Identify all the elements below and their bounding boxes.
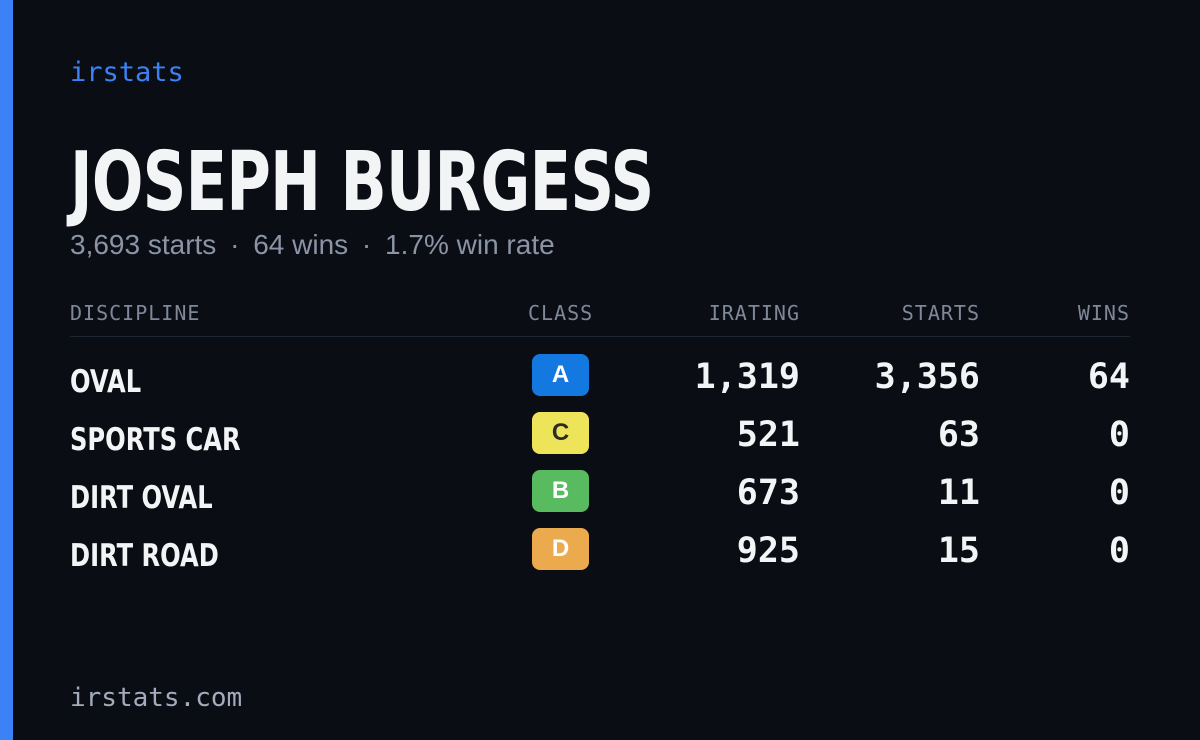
table-row: SPORTS CAR C 521 63 0: [70, 412, 1130, 470]
table-row: DIRT ROAD D 925 15 0: [70, 528, 1130, 586]
irating-value: 673: [736, 473, 800, 513]
license-class-badge: D: [532, 528, 589, 570]
starts-value: 3,356: [874, 357, 980, 397]
header-wins: WINS: [1077, 301, 1130, 325]
wins-value: 0: [1108, 531, 1130, 571]
license-class-badge: B: [532, 470, 589, 512]
table-row: OVAL A 1,319 3,356 64: [70, 354, 1130, 412]
irating-value: 1,319: [694, 357, 800, 397]
wins-value: 0: [1108, 473, 1130, 513]
header-discipline: DISCIPLINE: [70, 301, 201, 325]
career-summary: 3,693 starts · 64 wins · 1.7% win rate: [70, 228, 555, 262]
summary-separator: ·: [230, 229, 240, 260]
header-divider: [70, 336, 1130, 337]
footer-url: irstats.com: [70, 683, 243, 713]
wins-value: 64: [1087, 357, 1130, 397]
brand-logo-text: irstats: [70, 57, 184, 88]
license-class-badge: C: [532, 412, 589, 454]
table-row: DIRT OVAL B 673 11 0: [70, 470, 1130, 528]
starts-value: 11: [937, 473, 980, 513]
discipline-name: OVAL: [70, 364, 142, 400]
summary-starts: 3,693 starts: [70, 229, 217, 260]
header-irating: IRATING: [708, 301, 800, 325]
irating-value: 925: [736, 531, 800, 571]
summary-win-rate: 1.7% win rate: [385, 229, 555, 260]
summary-wins: 64 wins: [253, 229, 349, 260]
wins-value: 0: [1108, 415, 1130, 455]
discipline-name: DIRT OVAL: [70, 480, 213, 516]
license-class-badge: A: [532, 354, 589, 396]
discipline-name: DIRT ROAD: [70, 538, 219, 574]
header-class: CLASS: [528, 301, 594, 325]
header-starts: STARTS: [901, 301, 980, 325]
irating-value: 521: [736, 415, 800, 455]
starts-value: 63: [937, 415, 980, 455]
accent-bar: [0, 0, 13, 740]
player-name: JOSEPH BURGESS: [70, 135, 654, 230]
starts-value: 15: [937, 531, 980, 571]
discipline-name: SPORTS CAR: [70, 422, 241, 458]
summary-separator: ·: [361, 229, 372, 260]
